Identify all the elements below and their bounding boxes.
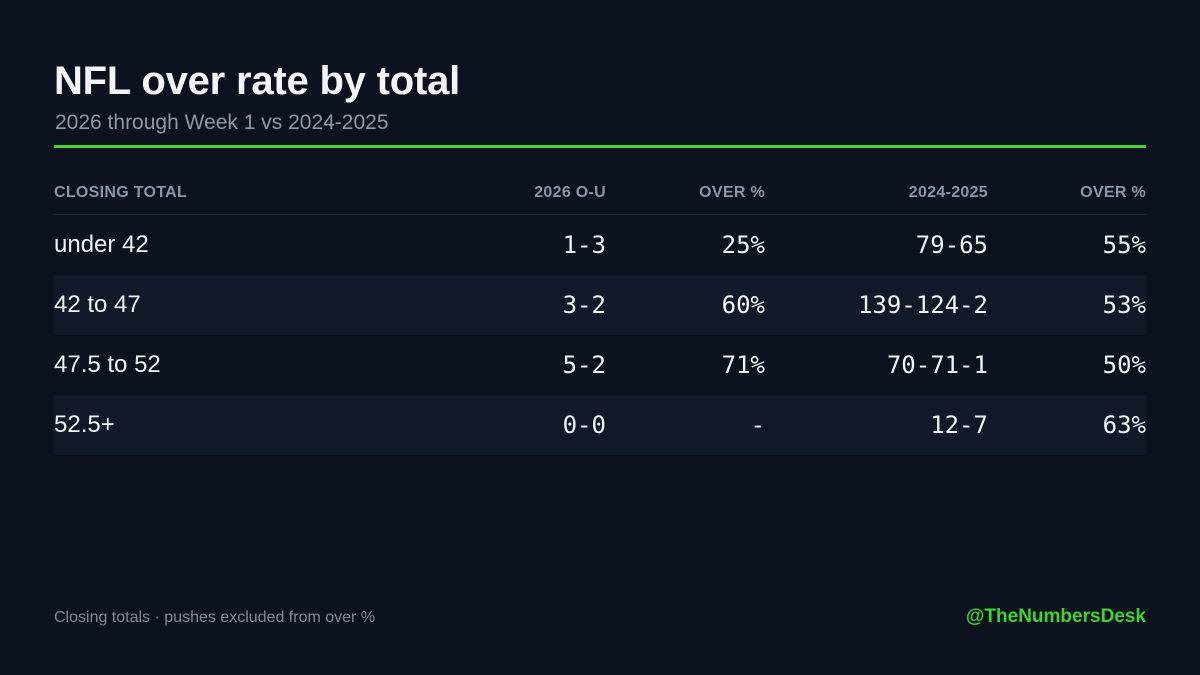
column-header-2026-over-pct: OVER % [699,184,765,201]
cell-2026-ou: 5-2 [562,351,606,379]
cell-2024-2025-record: 79-65 [915,231,988,259]
cell-2024-2025-record: 70-71-1 [886,351,988,379]
column-header-2024-2025: 2024-2025 [908,184,988,201]
footnote: Closing totals · pushes excluded from ov… [54,609,376,626]
cell-2024-2025-over-pct: 55% [1102,231,1146,259]
column-header-2026-ou: 2026 O-U [534,184,606,201]
column-header-2024-2025-over-pct: OVER % [1080,184,1146,201]
cell-2026-ou: 0-0 [562,411,606,439]
cell-2026-ou: 1-3 [562,231,606,259]
cell-2026-over-pct: 71% [721,351,765,379]
table-row: under 42 1-3 25% 79-65 55% [54,215,1146,275]
cell-2026-over-pct: 25% [721,231,765,259]
cell-2026-over-pct: - [750,411,765,439]
accent-divider [54,145,1146,148]
over-rate-table: CLOSING TOTAL 2026 O-U OVER % 2024-2025 … [54,170,1146,455]
cell-2024-2025-over-pct: 63% [1102,411,1146,439]
table-header: CLOSING TOTAL 2026 O-U OVER % 2024-2025 … [54,170,1146,215]
cell-2024-2025-over-pct: 50% [1102,351,1146,379]
table-row: 47.5 to 52 5-2 71% 70-71-1 50% [54,335,1146,395]
cell-2026-over-pct: 60% [721,291,765,319]
column-header-closing-total: CLOSING TOTAL [54,184,188,201]
cell-2026-ou: 3-2 [562,291,606,319]
table-row: 52.5+ 0-0 - 12-7 63% [54,395,1146,455]
page-title: NFL over rate by total [54,59,461,103]
page-subtitle: 2026 through Week 1 vs 2024-2025 [55,111,389,134]
cell-closing-total: 52.5+ [54,411,115,438]
author-handle: @TheNumbersDesk [965,606,1146,627]
cell-closing-total: 42 to 47 [54,291,141,318]
cell-closing-total: under 42 [54,231,149,258]
table-row: 42 to 47 3-2 60% 139-124-2 53% [54,275,1146,335]
cell-2024-2025-record: 139-124-2 [857,291,988,319]
cell-2024-2025-over-pct: 53% [1102,291,1146,319]
cell-closing-total: 47.5 to 52 [54,351,161,378]
cell-2024-2025-record: 12-7 [930,411,988,439]
